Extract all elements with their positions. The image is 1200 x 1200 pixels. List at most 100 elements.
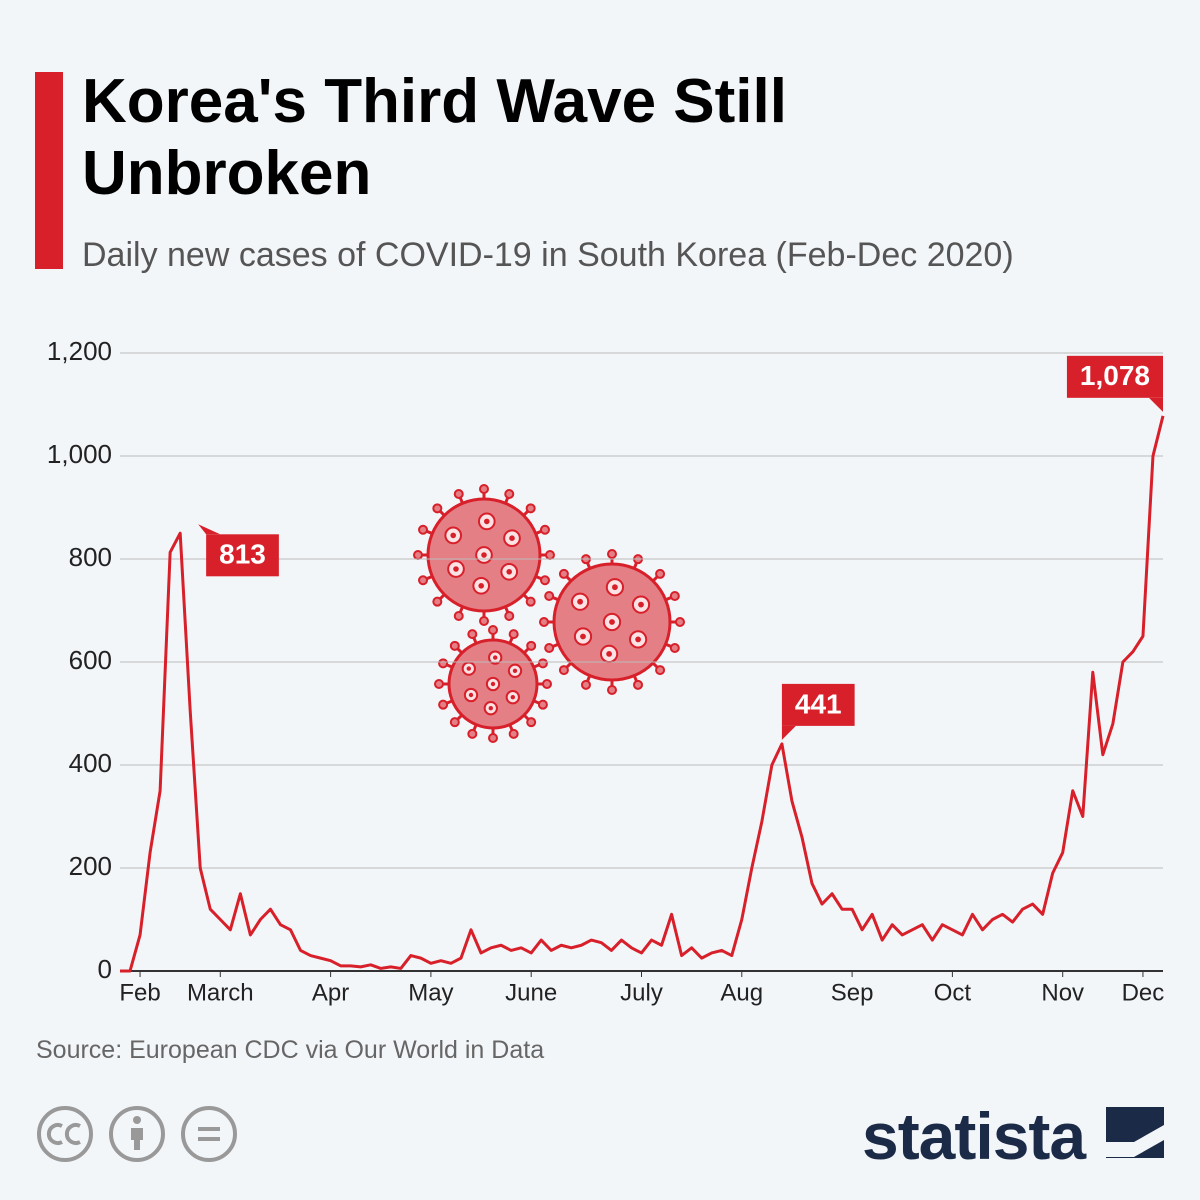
y-tick-label: 800	[69, 542, 112, 572]
virus-illustration	[434, 625, 552, 743]
virus-spot-core	[450, 532, 457, 539]
virus-knob	[449, 717, 460, 728]
virus-knob	[580, 679, 591, 690]
by-icon	[109, 1106, 165, 1162]
cc-glyph	[46, 1123, 81, 1145]
virus-knob	[539, 575, 550, 586]
virus-knob	[434, 679, 444, 689]
callout: 441	[781, 683, 855, 740]
virus-spot-core	[453, 566, 459, 572]
callout-box	[1066, 355, 1163, 398]
callout-box	[206, 534, 279, 577]
virus-spot-core	[478, 583, 485, 589]
virus-knob	[413, 550, 423, 560]
logo-mark	[1106, 1107, 1164, 1158]
cc-icon	[37, 1106, 93, 1162]
by-body	[131, 1128, 143, 1150]
x-tick-label: Dec	[1122, 979, 1165, 1006]
virus-spot-core	[638, 601, 644, 608]
x-tick-label: Nov	[1041, 979, 1084, 1006]
nd-glyph	[198, 1127, 220, 1141]
virus-knob	[432, 596, 443, 607]
callout-pointer	[198, 524, 221, 535]
virus-knob	[449, 640, 460, 651]
virus-spot-core	[506, 569, 512, 575]
virus-knob	[633, 679, 644, 690]
callout-box	[781, 683, 855, 726]
value-label: 441	[795, 688, 842, 719]
statista-logo	[1106, 1107, 1164, 1158]
virus-knob	[558, 568, 569, 579]
x-tick-label: July	[620, 979, 663, 1006]
virus-knob	[508, 629, 519, 640]
value-label: 1,078	[1080, 360, 1150, 391]
virus-knob	[525, 503, 536, 514]
callout-pointer	[1149, 397, 1163, 412]
y-tick-label: 400	[69, 748, 112, 778]
virus-spot-core	[510, 695, 515, 700]
virus-knob	[655, 665, 666, 676]
virus-knob	[488, 733, 498, 743]
virus-knob	[432, 503, 443, 514]
x-tick-label: Aug	[720, 979, 763, 1006]
virus-spot-core	[509, 535, 515, 541]
x-tick-label: Oct	[934, 979, 972, 1006]
virus-spot-core	[512, 668, 518, 673]
virus-knob	[467, 629, 478, 640]
callout: 1,078	[1066, 355, 1163, 412]
callout: 813	[198, 524, 279, 577]
virus-spot-core	[635, 636, 641, 643]
virus-illustration	[413, 484, 555, 626]
virus-knob	[418, 575, 429, 586]
virus-knob	[525, 596, 536, 607]
virus-knob	[479, 484, 489, 494]
virus-knob	[542, 679, 552, 689]
virus-spot-core	[493, 655, 498, 660]
virus-knob	[607, 549, 617, 559]
virus-knob	[539, 617, 549, 627]
virus-knob	[438, 658, 449, 669]
virus-knob	[526, 640, 537, 651]
virus-knob	[669, 590, 680, 601]
virus-knob	[537, 658, 548, 669]
virus-knob	[544, 590, 555, 601]
virus-spot-core	[577, 598, 583, 605]
virus-spot-core	[481, 552, 487, 558]
virus-spot-core	[484, 518, 490, 525]
x-tick-label: June	[505, 979, 557, 1006]
virus-knob	[467, 728, 478, 739]
virus-knob	[479, 616, 489, 626]
value-label: 813	[219, 539, 266, 570]
x-tick-label: Sep	[831, 979, 874, 1006]
virus-spot-core	[580, 633, 586, 640]
x-tick-label: Apr	[312, 979, 349, 1006]
data-line	[120, 415, 1165, 973]
x-tick-label: March	[187, 979, 254, 1006]
virus-spot-core	[612, 584, 618, 591]
virus-knob	[655, 568, 666, 579]
virus-spot-core	[468, 692, 474, 698]
y-tick-label: 600	[69, 645, 112, 675]
source: Source: European CDC via Our World in Da…	[36, 1036, 545, 1064]
virus-knob	[453, 610, 464, 621]
virus-knob	[508, 728, 519, 739]
x-tick-label: Feb	[119, 979, 160, 1006]
virus-spot-core	[488, 706, 493, 711]
virus-knob	[537, 699, 548, 710]
virus-knob	[526, 717, 537, 728]
y-tick-label: 1,200	[47, 336, 112, 366]
y-tick-label: 0	[98, 954, 112, 984]
virus-knob	[488, 625, 498, 635]
x-tick-label: May	[408, 979, 453, 1006]
accent-bar	[35, 72, 63, 269]
nd-icon	[181, 1106, 237, 1162]
cc-icons	[37, 1106, 237, 1162]
virus-knob	[504, 610, 515, 621]
virus-knob	[675, 617, 685, 627]
by-head	[133, 1116, 141, 1124]
virus-knob	[607, 685, 617, 695]
y-tick-label: 1,000	[47, 439, 112, 469]
virus-knob	[539, 524, 550, 535]
